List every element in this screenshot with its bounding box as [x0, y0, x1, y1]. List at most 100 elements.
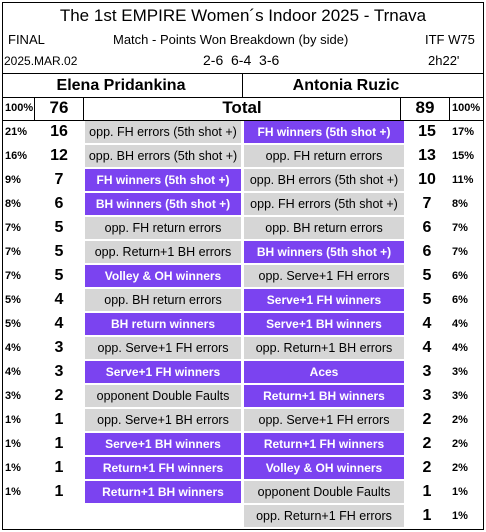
row-right-count: 13: [418, 147, 436, 164]
row-right-count: 5: [422, 267, 432, 284]
row-right-pct: 2%: [452, 438, 468, 450]
row-left-category: Return+1 BH winners: [85, 481, 241, 503]
player-left-name: Elena Pridankina: [56, 77, 186, 94]
row-right-category: opp. FH errors (5th shot +): [244, 193, 404, 215]
row-right-count: 7: [422, 195, 432, 212]
row-left-count: 7: [54, 171, 64, 188]
row-left-pct: 4%: [5, 366, 21, 378]
row-right-category: opponent Double Faults: [244, 481, 404, 503]
row-left-category: opp. Return+1 BH errors: [85, 241, 241, 263]
row-left-category: opp. Serve+1 FH errors: [85, 337, 241, 359]
total-divider: [2, 120, 484, 121]
row-left-count: 5: [54, 219, 64, 236]
row-left-category: Serve+1 BH winners: [85, 433, 241, 455]
match-score: 2-6 6-4 3-6: [203, 52, 280, 68]
match-duration: 2h22': [428, 53, 460, 68]
table-subtitle: Match - Points Won Breakdown (by side): [113, 32, 349, 47]
row-right-count: 1: [422, 483, 432, 500]
row-left-category: opp. Serve+1 BH errors: [85, 409, 241, 431]
row-right-count: 2: [422, 411, 432, 428]
total-left-num-divider: [83, 97, 84, 120]
row-left-pct: 3%: [5, 390, 21, 402]
row-left-category: opp. FH errors (5th shot +): [85, 121, 241, 143]
row-right-count: 1: [422, 507, 432, 524]
row-right-pct: 3%: [452, 366, 468, 378]
row-right-category: Serve+1 BH winners: [244, 313, 404, 335]
row-left-count: 3: [54, 363, 64, 380]
row-right-count: 3: [422, 387, 432, 404]
row-left-count: 5: [54, 267, 64, 284]
row-left-count: 1: [54, 435, 64, 452]
player-divider: [242, 73, 243, 97]
row-right-count: 3: [422, 363, 432, 380]
total-left-pct-divider: [34, 97, 35, 120]
row-left-pct: 7%: [5, 270, 21, 282]
row-right-category: opp. BH errors (5th shot +): [244, 169, 404, 191]
row-right-category: opp. Serve+1 FH errors: [244, 409, 404, 431]
row-right-category: opp. BH return errors: [244, 217, 404, 239]
row-right-count: 6: [422, 243, 432, 260]
row-left-count: 6: [54, 195, 64, 212]
row-right-count: 4: [422, 315, 432, 332]
row-left-category: opp. BH errors (5th shot +): [85, 145, 241, 167]
row-left-category: Return+1 FH winners: [85, 457, 241, 479]
row-left-count: 3: [54, 339, 64, 356]
total-right-pct: 100%: [452, 102, 481, 114]
tour-label: ITF W75: [425, 32, 475, 47]
row-left-count: 1: [54, 411, 64, 428]
row-right-count: 10: [418, 171, 436, 188]
row-right-pct: 2%: [452, 462, 468, 474]
row-right-pct: 4%: [452, 342, 468, 354]
row-left-count: 12: [50, 147, 68, 164]
row-left-category: BH winners (5th shot +): [85, 193, 241, 215]
row-left-count: 2: [54, 387, 64, 404]
row-right-pct: 1%: [452, 486, 468, 498]
names-divider: [2, 97, 484, 98]
row-left-count: 5: [54, 243, 64, 260]
row-left-category: opp. BH return errors: [85, 289, 241, 311]
row-left-count: [35, 505, 83, 527]
round-label: FINAL: [8, 32, 45, 47]
total-right-num-divider: [400, 97, 401, 120]
row-right-category: Aces: [244, 361, 404, 383]
header-divider: [2, 73, 484, 74]
row-right-category: opp. Serve+1 FH errors: [244, 265, 404, 287]
row-left-count: 4: [54, 291, 64, 308]
total-left-pct: 100%: [5, 102, 34, 114]
row-right-count: 15: [418, 123, 436, 140]
total-label: Total: [222, 98, 262, 117]
row-left-pct: 9%: [5, 174, 21, 186]
row-right-pct: 15%: [452, 150, 475, 162]
row-right-pct: 8%: [452, 198, 468, 210]
row-left-pct: 7%: [5, 246, 21, 258]
row-left-category: Volley & OH winners: [85, 265, 241, 287]
row-right-count: 5: [422, 291, 432, 308]
row-right-category: FH winners (5th shot +): [244, 121, 404, 143]
total-right-pct-divider: [449, 97, 450, 120]
row-right-pct: 11%: [452, 174, 474, 186]
row-right-category: Serve+1 FH winners: [244, 289, 404, 311]
row-left-pct: 1%: [5, 414, 21, 426]
row-right-pct: 17%: [452, 126, 475, 138]
row-right-count: 4: [422, 339, 432, 356]
row-right-pct: 6%: [452, 270, 468, 282]
row-left-count: 16: [50, 123, 68, 140]
player-right-name: Antonia Ruzic: [292, 77, 400, 94]
row-left-pct: 21%: [5, 126, 28, 138]
row-left-category: opp. FH return errors: [85, 217, 241, 239]
row-left-pct: [5, 505, 35, 527]
total-right-num: 89: [415, 98, 435, 117]
row-right-pct: 3%: [452, 390, 468, 402]
row-left-pct: 7%: [5, 222, 21, 234]
row-left-count: 1: [54, 483, 64, 500]
row-left-pct: 1%: [5, 462, 21, 474]
row-left-category: opponent Double Faults: [85, 385, 241, 407]
row-right-category: Return+1 FH winners: [244, 433, 404, 455]
row-left-count: 4: [54, 315, 64, 332]
tournament-title: The 1st EMPIRE Women´s Indoor 2025 - Trn…: [59, 6, 427, 25]
row-right-category: opp. FH return errors: [244, 145, 404, 167]
row-left-category: BH return winners: [85, 313, 241, 335]
row-left-pct: 5%: [5, 318, 21, 330]
row-right-pct: 7%: [452, 246, 468, 258]
